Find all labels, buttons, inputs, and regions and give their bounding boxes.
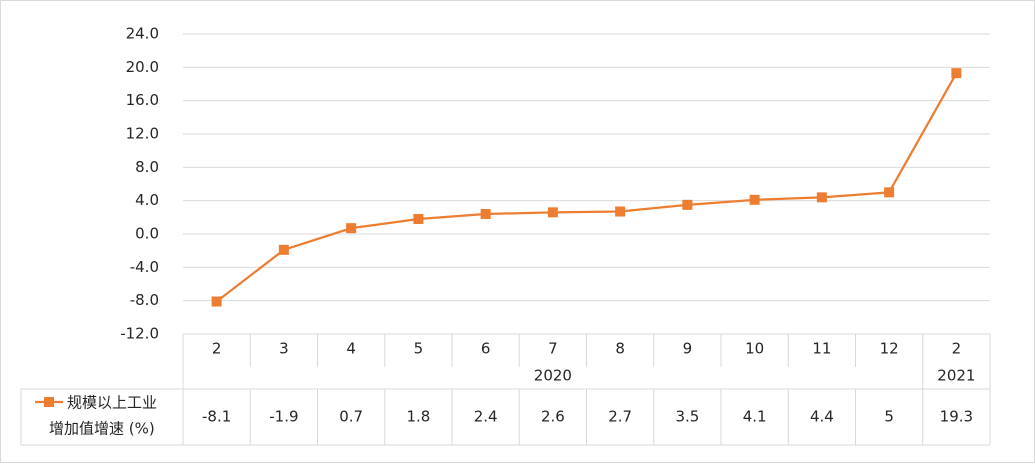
data-point-marker	[480, 209, 491, 219]
year-group-label: 2021	[937, 367, 975, 385]
data-point-marker	[951, 68, 962, 79]
x-category-label: 2	[952, 340, 962, 358]
y-tick-label: -8.0	[130, 291, 159, 309]
x-category-label: 9	[683, 340, 693, 358]
x-category-label: 11	[812, 340, 831, 358]
y-tick-label: 20.0	[126, 58, 159, 76]
data-value-label: 3.5	[675, 408, 699, 426]
data-value-label: -8.1	[202, 408, 231, 426]
year-group-label: 2020	[534, 367, 572, 385]
x-category-label: 8	[615, 340, 625, 358]
legend-label-line2: 增加值增速 (%)	[49, 420, 155, 438]
data-point-marker	[278, 244, 289, 255]
y-tick-label: 4.0	[135, 191, 159, 209]
data-point-marker	[413, 214, 424, 224]
data-point-marker	[211, 296, 222, 307]
series-line	[215, 72, 958, 303]
data-point-marker	[346, 223, 357, 234]
data-value-label: 19.3	[940, 408, 973, 426]
x-category-label: 12	[880, 340, 899, 358]
data-point-marker	[682, 199, 693, 210]
x-category-label: 3	[279, 340, 289, 358]
y-tick-label: 24.0	[126, 25, 159, 43]
data-point-marker	[884, 187, 895, 198]
legend-label-line1: 规模以上工业	[67, 394, 157, 412]
data-value-label: 0.7	[339, 408, 363, 426]
x-category-label: 4	[346, 340, 356, 358]
y-tick-label: -4.0	[130, 258, 159, 276]
y-tick-label: 16.0	[126, 91, 159, 109]
data-value-label: 4.1	[743, 408, 767, 426]
x-category-label: 10	[745, 340, 764, 358]
data-value-label: 4.4	[810, 408, 834, 426]
y-tick-label: -12.0	[120, 325, 159, 343]
data-point-marker	[547, 207, 558, 218]
y-tick-label: 0.0	[135, 225, 159, 243]
x-category-label: 2	[212, 340, 222, 358]
data-value-label: 2.6	[541, 408, 565, 426]
data-point-marker	[615, 206, 626, 217]
data-point-marker	[816, 192, 827, 203]
data-value-label: 1.8	[406, 408, 430, 426]
data-point-marker	[749, 194, 760, 205]
x-category-label: 6	[481, 340, 491, 358]
x-category-label: 5	[414, 340, 424, 358]
data-value-label: 5	[884, 408, 894, 426]
data-value-label: -1.9	[269, 408, 298, 426]
legend-marker-swatch	[44, 397, 54, 407]
data-value-label: 2.7	[608, 408, 632, 426]
y-tick-label: 8.0	[135, 158, 159, 176]
y-tick-label: 12.0	[126, 125, 159, 143]
x-category-label: 7	[548, 340, 558, 358]
data-value-label: 2.4	[474, 408, 498, 426]
